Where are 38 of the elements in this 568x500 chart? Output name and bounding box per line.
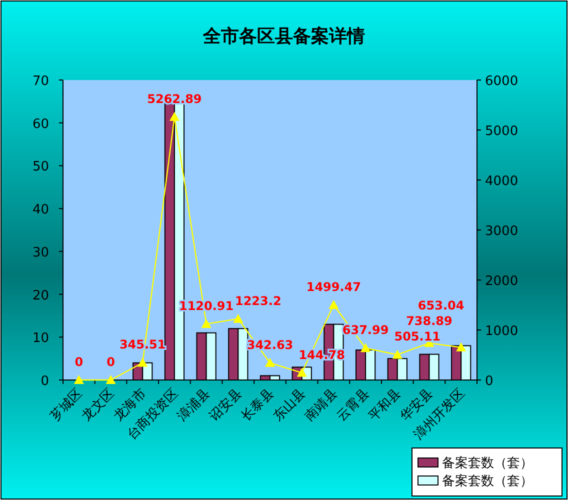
y-tick-label: 50 bbox=[32, 160, 49, 175]
y-tick-label: 30 bbox=[32, 245, 49, 260]
y-tick-label: 20 bbox=[32, 288, 49, 304]
point bbox=[106, 375, 116, 384]
point bbox=[456, 342, 466, 352]
y2-tick-label: 0 bbox=[485, 374, 494, 389]
legend-label: 备案套数（套） bbox=[442, 455, 533, 471]
point bbox=[392, 350, 402, 359]
point bbox=[265, 358, 275, 367]
point bbox=[360, 343, 371, 352]
y2-tick-label: 1000 bbox=[485, 324, 518, 339]
point bbox=[201, 318, 212, 328]
point bbox=[74, 375, 84, 384]
data-label: 653.04 bbox=[418, 298, 464, 312]
y2-tick-label: 2000 bbox=[485, 274, 518, 289]
data-label: 738.89 bbox=[406, 314, 452, 328]
data-label: 1223.2 bbox=[235, 294, 282, 308]
data-label: 0 bbox=[106, 355, 115, 369]
data-label: 5262.89 bbox=[147, 92, 202, 106]
y-tick-label: 60 bbox=[32, 116, 49, 132]
y2-tick-label: 3000 bbox=[485, 224, 518, 239]
data-label: 1499.47 bbox=[306, 280, 362, 294]
point bbox=[169, 112, 180, 121]
point bbox=[296, 368, 307, 377]
y-tick-label: 10 bbox=[32, 331, 49, 346]
y2-tick-label: 4000 bbox=[485, 174, 518, 189]
y-tick-label: 0 bbox=[40, 374, 49, 389]
y-tick-label: 40 bbox=[32, 202, 49, 218]
point bbox=[328, 300, 339, 310]
y-tick-label: 70 bbox=[32, 74, 49, 89]
point bbox=[138, 358, 148, 367]
y2-tick-label: 5000 bbox=[485, 124, 518, 139]
legend-label: 备案套数（套） bbox=[442, 473, 533, 489]
chart-title: 全市各区县备案详情 bbox=[202, 26, 365, 47]
data-label: 0 bbox=[74, 355, 84, 369]
data-label: 505.11 bbox=[394, 330, 441, 344]
point bbox=[233, 314, 244, 323]
y2-tick-label: 6000 bbox=[485, 74, 518, 89]
